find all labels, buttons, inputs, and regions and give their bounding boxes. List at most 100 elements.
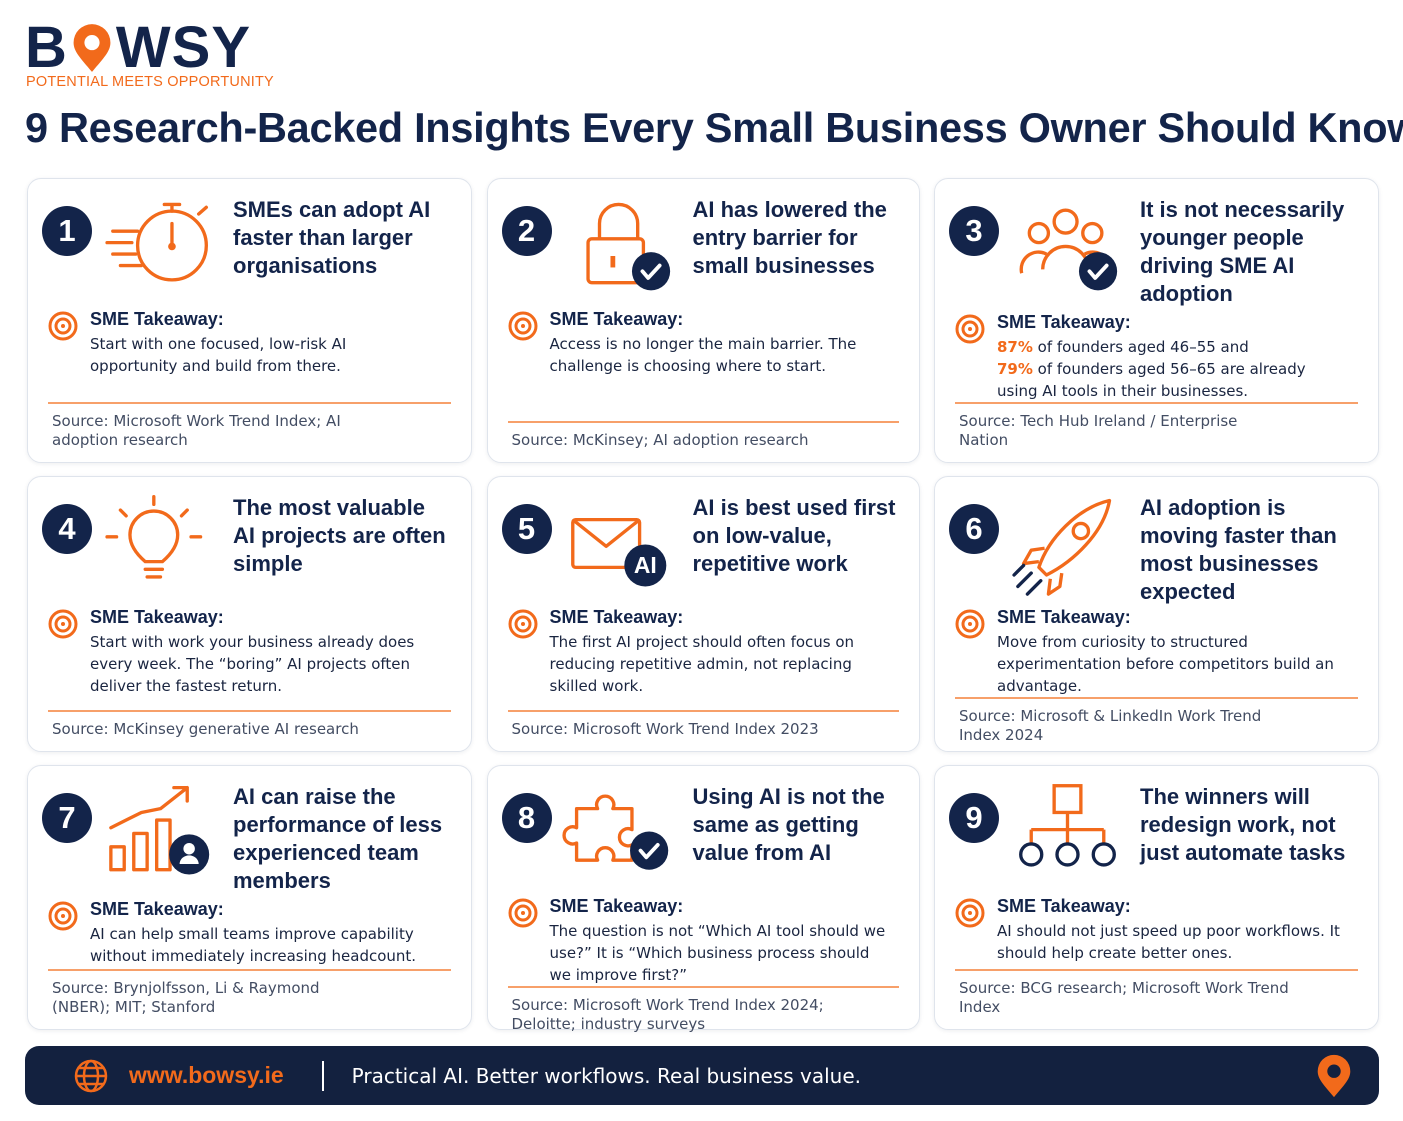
card-number: 8: [501, 793, 552, 843]
card-icon: [561, 794, 668, 870]
card-heading: The most valuable AI projects are often …: [233, 495, 446, 576]
divider: [321, 1060, 324, 1091]
takeaway-body: SME Takeaway: Start with work your busine…: [90, 607, 435, 697]
divider: [48, 402, 451, 404]
card-number: 7: [42, 793, 92, 843]
target-icon: [955, 314, 985, 344]
takeaway-label: SME Takeaway:: [549, 607, 684, 627]
takeaway-text: The first AI project should often focus …: [549, 633, 855, 695]
takeaway-text: 87% of founders aged 46–55 and 79% of fou…: [997, 336, 1342, 402]
source: Source: McKinsey generative AI research: [52, 720, 359, 738]
footer: www.bowsy.ie Practical AI. Better workfl…: [25, 1046, 1379, 1105]
takeaway-body: SME Takeaway: Access is no longer the mai…: [550, 309, 895, 377]
takeaway-text: AI can help small teams improve capabili…: [90, 925, 417, 965]
card-icon: AI: [570, 517, 666, 587]
globe-icon: [74, 1059, 108, 1092]
divider: [48, 710, 451, 712]
source: Source: McKinsey; AI adoption research: [511, 431, 809, 449]
insight-card: 6 AI adoption is moving faster than most …: [934, 476, 1379, 752]
card-heading: AI is best used first on low-value, repe…: [692, 495, 896, 576]
takeaway-text: Move from curiosity to structured experi…: [997, 633, 1334, 695]
divider: [507, 986, 899, 988]
card-heading: AI adoption is moving faster than most b…: [1140, 495, 1337, 604]
divider: [955, 969, 1358, 971]
target-icon: [48, 609, 78, 639]
takeaway-text: Start with one focused, low-risk AI oppo…: [90, 335, 347, 375]
target-icon: [955, 609, 985, 639]
takeaway-label: SME Takeaway:: [549, 896, 684, 916]
stat-text: of founders aged 46–55 and: [1032, 338, 1249, 356]
card-icon: [585, 202, 670, 291]
source: Source: Microsoft Work Trend Index 2023: [511, 720, 819, 738]
divider: [507, 421, 899, 423]
icon-text: AI: [633, 552, 656, 578]
card-header: 3 It is not necessarily younger people dr…: [949, 193, 1358, 308]
insight-card: 8 Using AI is not the same as getting val…: [486, 765, 920, 1033]
takeaway-label: SME Takeaway:: [90, 899, 224, 919]
divider: [48, 969, 451, 971]
logo-text: WSY: [115, 15, 252, 80]
card-header: 9 The winners will redesign work, not jus…: [949, 780, 1358, 892]
takeaway-body: SME Takeaway: Move from curiosity to stru…: [997, 607, 1342, 697]
takeaway-body: SME Takeaway: AI should not just speed up…: [997, 896, 1342, 964]
divider: [955, 697, 1358, 699]
target-icon: [508, 609, 537, 639]
card-number: 3: [949, 206, 999, 256]
source: Source: Microsoft & LinkedIn Work Trend …: [959, 707, 1262, 744]
card-header: 1 SMEs can adopt AI faster than larger or…: [42, 193, 451, 305]
takeaway: SME Takeaway: 87% of founders aged 46–55 …: [949, 312, 1358, 402]
card-heading: AI can raise the performance of less exp…: [233, 784, 443, 893]
stat-text: of founders aged 56–65 are already using…: [997, 360, 1306, 400]
card-heading: AI has lowered the entry barrier for sma…: [692, 197, 887, 278]
logo: B WSY: [25, 14, 251, 81]
card-icon: [1019, 784, 1116, 867]
divider: [955, 402, 1358, 404]
page-title: 9 Research-Backed Insights Every Small B…: [25, 104, 1403, 151]
takeaway-text: AI should not just speed up poor workflo…: [997, 922, 1340, 962]
takeaway: SME Takeaway: The first AI project should…: [502, 607, 899, 697]
source: Source: Brynjolfsson, Li & Raymond (NBER…: [52, 979, 320, 1016]
takeaway: SME Takeaway: AI should not just speed up…: [949, 896, 1358, 964]
card-number: 4: [42, 504, 92, 554]
website-link[interactable]: www.bowsy.ie: [129, 1062, 284, 1088]
source: Source: Tech Hub Ireland / Enterprise Na…: [959, 412, 1238, 449]
card-heading: SMEs can adopt AI faster than larger org…: [233, 197, 431, 278]
stat-highlight: 79%: [997, 360, 1033, 378]
source: Source: BCG research; Microsoft Work Tre…: [959, 979, 1289, 1016]
takeaway-body: SME Takeaway: The question is not “Which …: [550, 896, 895, 986]
takeaway-text: The question is not “Which AI tool shoul…: [549, 922, 886, 984]
source: Source: Microsoft Work Trend Index; AI a…: [52, 412, 341, 449]
card-header: 8 Using AI is not the same as getting val…: [501, 780, 899, 892]
card-icon: [105, 202, 208, 282]
insight-card: 5 AI AI is best used first on low-value, r…: [486, 476, 920, 752]
card-header: 7 AI can raise the performance of less ex…: [42, 780, 451, 895]
card-heading: Using AI is not the same as getting valu…: [692, 784, 885, 865]
insight-card: 4 The most valuable AI projects are often…: [27, 476, 472, 752]
takeaway: SME Takeaway: Move from curiosity to stru…: [949, 607, 1358, 697]
slogan: Practical AI. Better workflows. Real bus…: [351, 1063, 862, 1088]
target-icon: [508, 898, 537, 928]
takeaway: SME Takeaway: AI can help small teams imp…: [42, 899, 451, 967]
logo-pin: [73, 23, 111, 72]
takeaway-body: SME Takeaway: 87% of founders aged 46–55 …: [997, 312, 1342, 402]
target-icon: [48, 311, 78, 341]
insight-card: 7 AI can raise the performance of less ex…: [27, 765, 472, 1030]
card-number: 5: [501, 504, 552, 554]
takeaway-text: Access is no longer the main barrier. Th…: [549, 335, 857, 375]
takeaway-text: Start with work your business already do…: [90, 633, 415, 695]
target-icon: [48, 901, 78, 931]
card-grid: 1 SMEs can adopt AI faster than larger or…: [27, 178, 1379, 1033]
takeaway-body: SME Takeaway: Start with one focused, low…: [90, 309, 435, 377]
card-icon: [1019, 208, 1118, 291]
insight-card: 2 AI has lowered the entry barrier for sm…: [486, 178, 920, 463]
takeaway-label: SME Takeaway:: [997, 607, 1131, 627]
takeaway: SME Takeaway: Access is no longer the mai…: [502, 309, 899, 377]
takeaway-label: SME Takeaway:: [997, 312, 1131, 332]
takeaway: SME Takeaway: Start with one focused, low…: [42, 309, 451, 377]
takeaway-label: SME Takeaway:: [90, 607, 224, 627]
card-header: 2 AI has lowered the entry barrier for sm…: [501, 193, 899, 305]
card-icon: [1012, 498, 1112, 596]
takeaway-body: SME Takeaway: The first AI project should…: [550, 607, 895, 697]
takeaway: SME Takeaway: Start with work your busine…: [42, 607, 451, 697]
